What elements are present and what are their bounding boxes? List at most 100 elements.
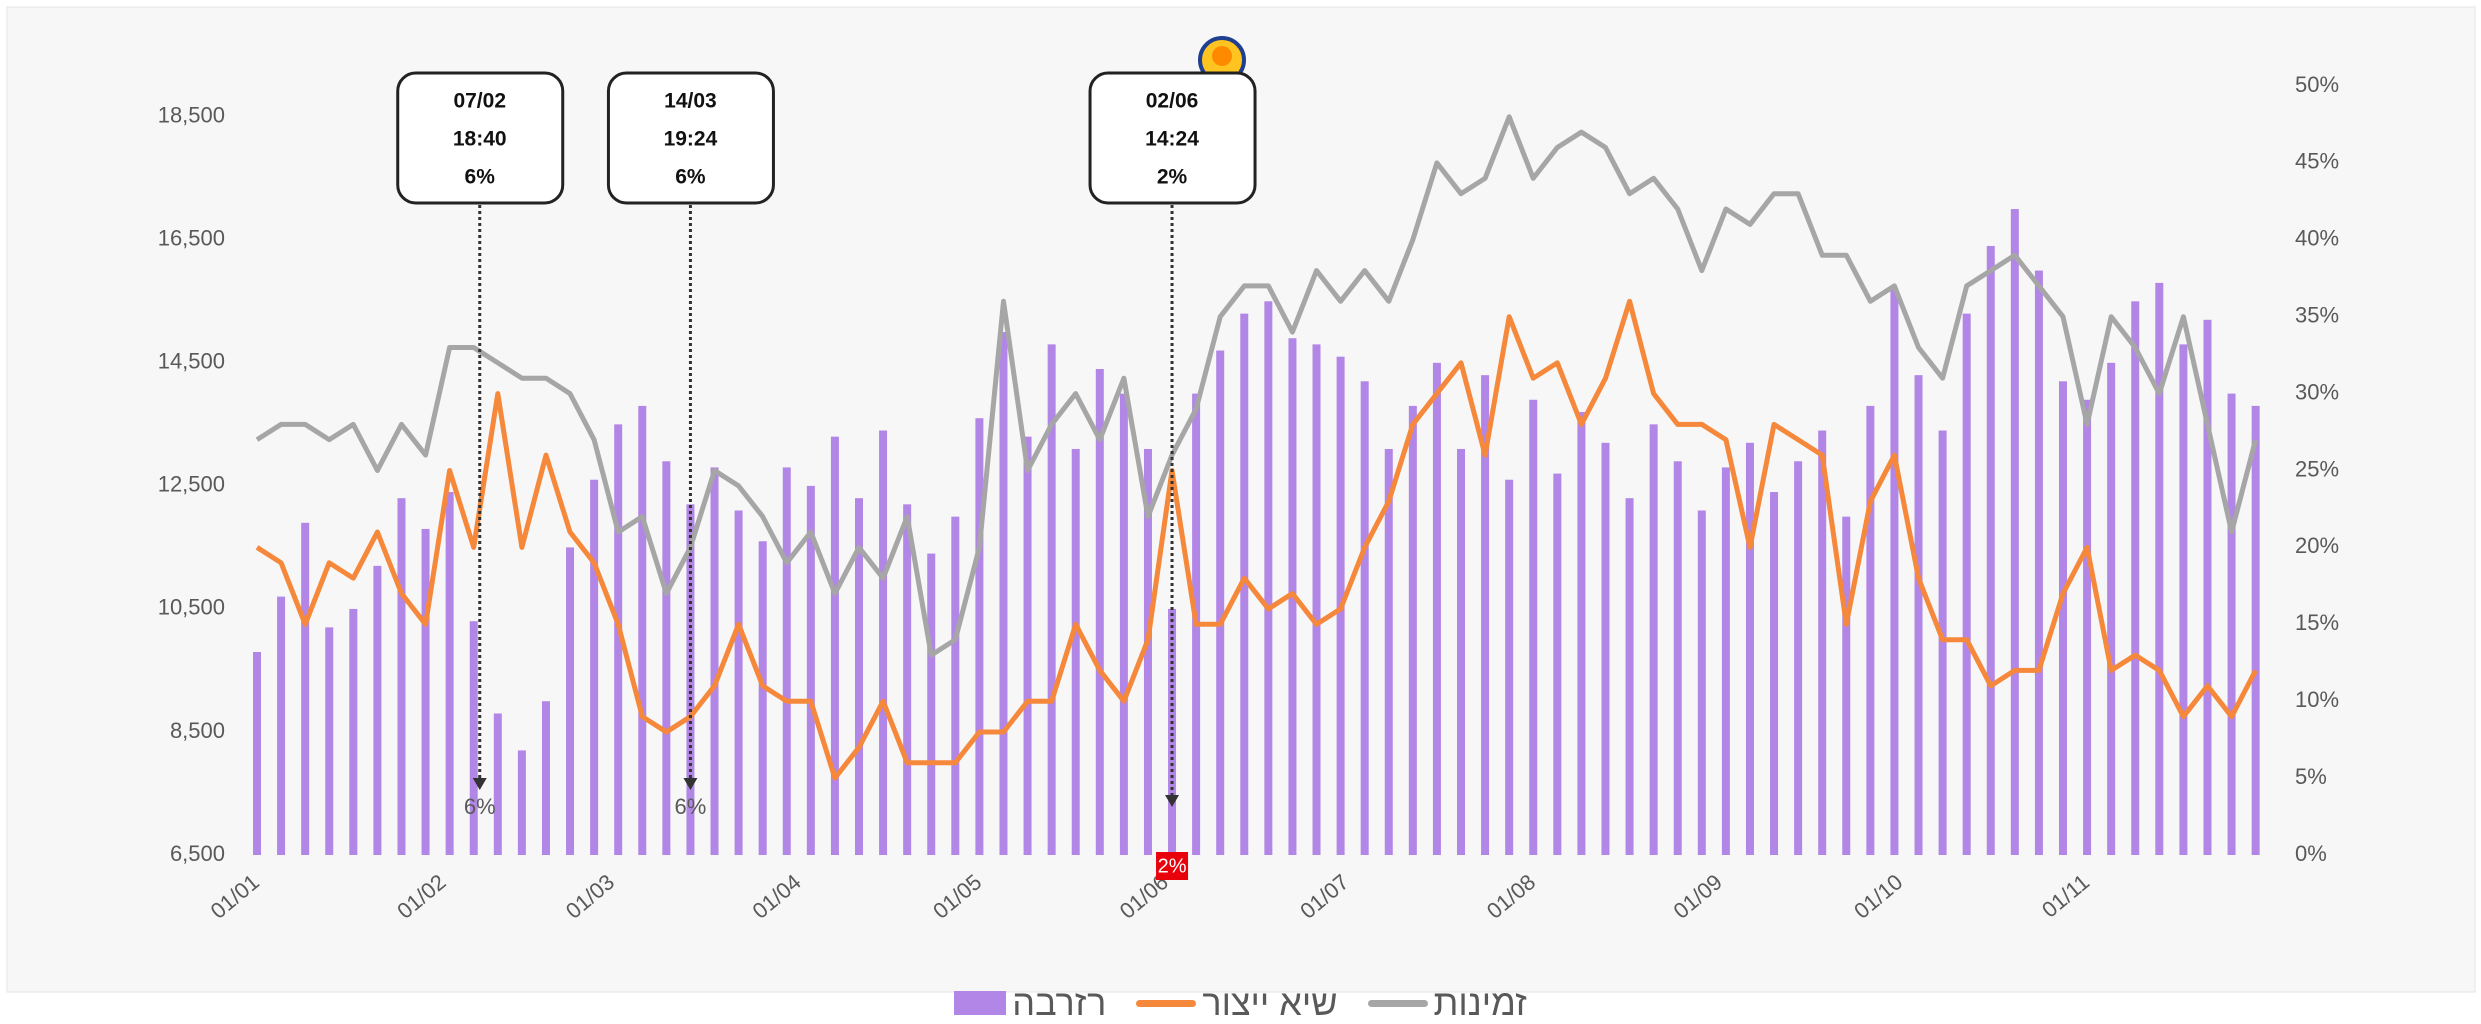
- annotation-date: 14/03: [664, 90, 717, 113]
- bar: [2034, 270, 2043, 855]
- bar: [927, 553, 936, 855]
- bar: [1168, 608, 1177, 855]
- annotation-marker-label: 6%: [675, 794, 707, 819]
- bar: [349, 608, 358, 855]
- annotation-box: [396, 71, 565, 205]
- bar: [469, 621, 478, 855]
- bar: [397, 498, 406, 855]
- bar: [903, 504, 912, 855]
- bar: [1264, 301, 1273, 855]
- legend-label: שיא ייצור: [1202, 982, 1338, 1023]
- y-tick-label: 6,500: [170, 841, 225, 866]
- bar: [1432, 362, 1441, 855]
- legend-swatch: [954, 991, 1007, 1015]
- bar: [614, 424, 623, 855]
- bar: [1047, 344, 1056, 855]
- bar: [2251, 405, 2260, 855]
- bar: [1577, 412, 1586, 855]
- annotation: 02/06 14:24 2% 2%: [1088, 71, 1257, 880]
- y2-tick-label: 10%: [2295, 687, 2339, 712]
- bar: [1625, 498, 1634, 855]
- bar: [1408, 405, 1417, 855]
- annotation-time: 19:24: [664, 128, 718, 151]
- bar: [1721, 467, 1730, 855]
- annotation-time: 18:40: [453, 128, 507, 151]
- bar: [445, 492, 454, 855]
- bar: [1384, 448, 1393, 855]
- bar: [301, 522, 310, 855]
- bar: [373, 565, 382, 855]
- bar: [830, 436, 839, 855]
- y-tick-label: 16,500: [158, 226, 225, 251]
- y2-tick-label: 35%: [2295, 303, 2339, 328]
- bar: [1481, 375, 1490, 855]
- bar: [541, 701, 550, 855]
- bar: [1986, 245, 1995, 855]
- line: [255, 114, 2259, 658]
- annotation-badge: [1156, 852, 1189, 880]
- legend-label: רזרבה: [1012, 982, 1107, 1023]
- y2-tick-label: 45%: [2295, 149, 2339, 174]
- bar: [951, 516, 960, 855]
- annotation: 14/03 19:24 6% 6%: [606, 71, 775, 819]
- bar: [1553, 473, 1562, 855]
- bar: [1601, 442, 1610, 855]
- bar: [1962, 313, 1971, 855]
- bar: [1023, 436, 1032, 855]
- bar: [1866, 405, 1875, 855]
- bar: [1457, 448, 1465, 855]
- annotation-time: 14:24: [1145, 128, 1199, 151]
- bar: [2059, 381, 2067, 855]
- annotation-box: [606, 71, 775, 205]
- bar: [2010, 209, 2019, 856]
- bar: [1914, 375, 1923, 855]
- bar: [662, 461, 671, 855]
- y-tick-label: 18,500: [158, 103, 225, 128]
- annotation-value: 6%: [675, 166, 706, 189]
- y2-tick-label: 40%: [2295, 226, 2339, 251]
- bar: [590, 479, 599, 855]
- y2-tick-label: 0%: [2295, 841, 2327, 866]
- annotation-date: 02/06: [1146, 90, 1199, 113]
- bar: [1529, 399, 1538, 855]
- bar: [1095, 368, 1104, 855]
- bar: [1890, 289, 1899, 855]
- bar: [758, 541, 767, 855]
- bar: [734, 510, 743, 855]
- legend-item: זמינות: [1367, 982, 1527, 1024]
- annotation-arrow: [472, 778, 487, 790]
- bar: [1818, 430, 1827, 855]
- bar: [1673, 461, 1682, 855]
- y2-tick-label: 25%: [2295, 456, 2339, 481]
- bar: [710, 467, 719, 855]
- bar: [566, 547, 575, 855]
- annotation-box: [1088, 71, 1257, 205]
- legend-label: זמינות: [1433, 982, 1527, 1023]
- y-tick-label: 10,500: [158, 595, 225, 620]
- line: [255, 298, 2258, 781]
- bar: [517, 750, 526, 855]
- bar: [879, 430, 888, 855]
- bar: [1770, 492, 1779, 855]
- annotation: 07/02 18:40 6% 6%: [396, 71, 565, 819]
- annotation-arrow: [1165, 795, 1180, 807]
- y-tick-label: 12,500: [158, 472, 225, 497]
- bar: [1240, 313, 1249, 855]
- y2-tick-label: 5%: [2295, 764, 2327, 789]
- annotation-date: 07/02: [453, 90, 506, 113]
- bar: [1312, 344, 1321, 855]
- bar: [855, 498, 863, 855]
- bar: [2107, 362, 2116, 855]
- bar: [2155, 282, 2164, 855]
- y2-tick-label: 30%: [2295, 379, 2339, 404]
- y2-tick-label: 15%: [2295, 610, 2339, 635]
- bar: [1216, 350, 1225, 855]
- bar: [782, 467, 791, 855]
- bar: [1119, 393, 1128, 855]
- y2-tick-label: 20%: [2295, 533, 2339, 558]
- annotation-marker-label: 2%: [1158, 855, 1187, 877]
- bar: [1649, 424, 1658, 855]
- bar: [2203, 319, 2212, 855]
